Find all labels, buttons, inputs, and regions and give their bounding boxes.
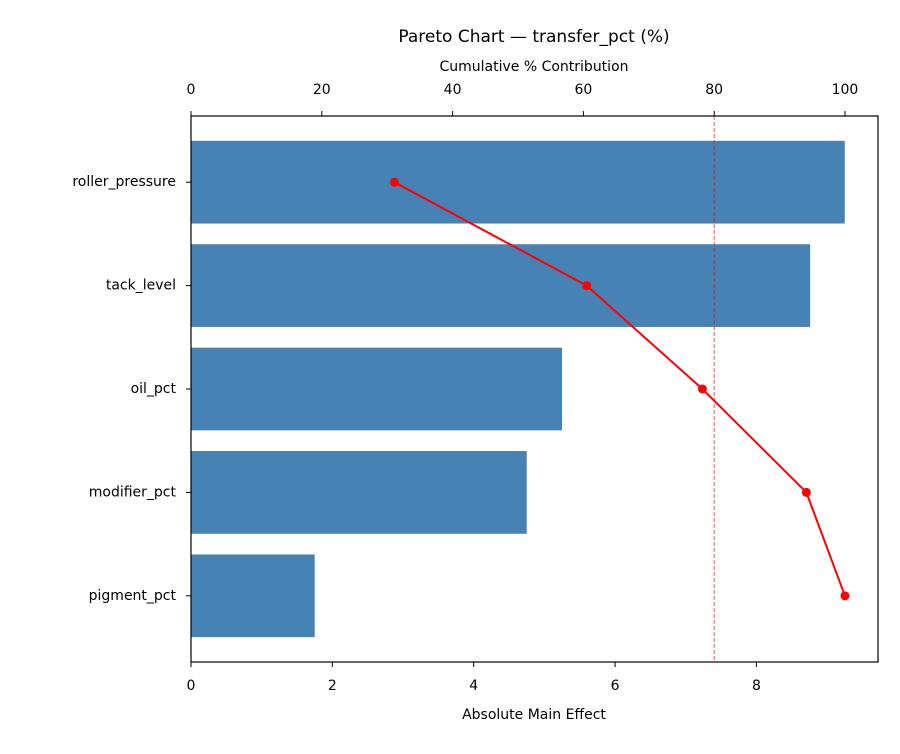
x2-tick-label: 0 (187, 82, 196, 98)
cumulative-point (801, 487, 811, 497)
y-tick-label: modifier_pct (89, 484, 177, 500)
cumulative-point (697, 384, 707, 394)
y-tick-label: tack_level (106, 278, 176, 294)
y-tick-label: oil_pct (131, 381, 177, 397)
cumulative-point (582, 281, 592, 291)
x-tick-label: 4 (469, 678, 478, 694)
x-tick-label: 6 (611, 678, 620, 694)
x2-tick-label: 100 (832, 82, 859, 98)
y-tick-label: pigment_pct (89, 588, 177, 604)
x-tick-label: 2 (328, 678, 337, 694)
x2-tick-label: 40 (444, 82, 462, 98)
x2-tick-label: 20 (313, 82, 331, 98)
bar (191, 347, 563, 431)
x-tick-label: 8 (752, 678, 761, 694)
x2-axis-label: Cumulative % Contribution (439, 59, 628, 75)
cumulative-point (840, 591, 850, 601)
x2-tick-label: 80 (705, 82, 723, 98)
bar (191, 244, 811, 327)
chart-title: Pareto Chart — transfer_pct (%) (398, 27, 669, 47)
bar (191, 554, 315, 638)
bar (191, 140, 845, 224)
bar (191, 451, 527, 534)
x-axis-label: Absolute Main Effect (462, 707, 606, 723)
x2-tick-label: 60 (574, 82, 592, 98)
cumulative-point (389, 177, 399, 187)
x-tick-label: 0 (187, 678, 196, 694)
y-tick-label: roller_pressure (72, 174, 176, 190)
